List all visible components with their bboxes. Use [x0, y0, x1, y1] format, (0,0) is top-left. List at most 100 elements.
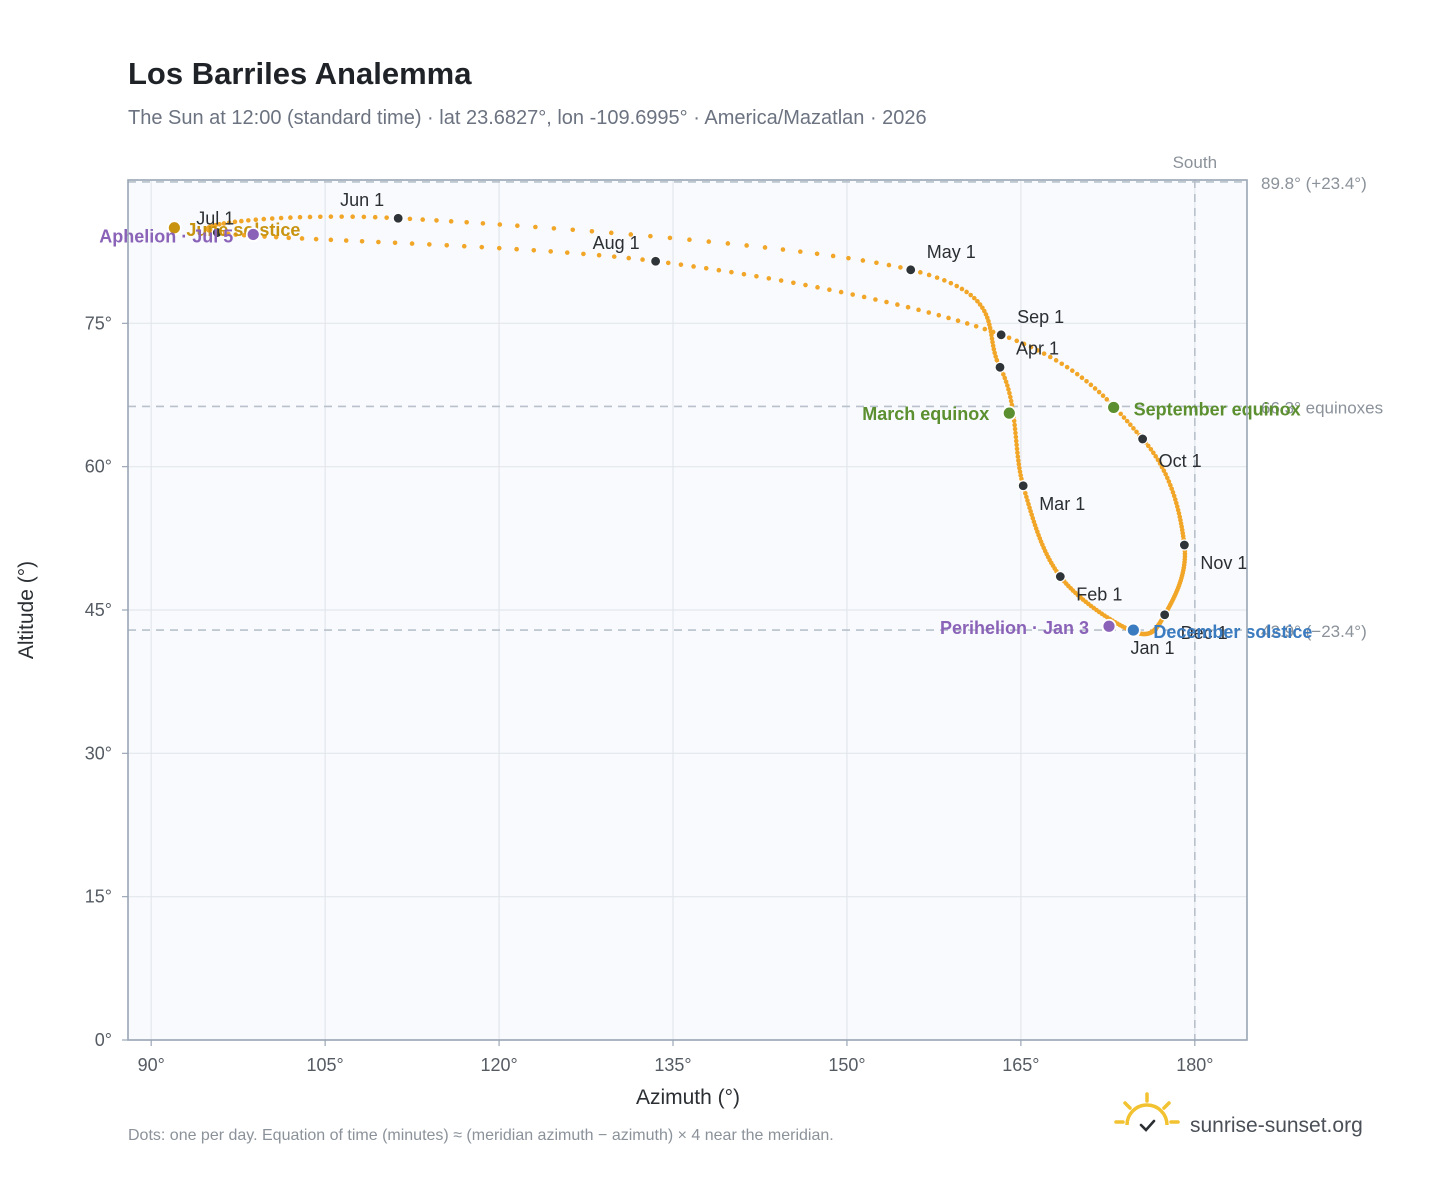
day-dot: [1121, 415, 1127, 420]
day-dot: [328, 237, 334, 243]
x-tick-label: 90°: [138, 1055, 165, 1075]
month-marker: [1017, 480, 1029, 492]
south-label: South: [1173, 153, 1217, 172]
day-dot: [1029, 512, 1035, 518]
event-label: June solstice: [186, 220, 300, 240]
day-dot: [716, 267, 722, 273]
day-dot: [990, 339, 995, 345]
x-tick-label: 120°: [480, 1055, 517, 1075]
reference-line-label: 89.8° (+23.4°): [1261, 174, 1367, 193]
day-dot: [946, 315, 951, 321]
day-dot: [1159, 464, 1165, 470]
event-marker: [1106, 400, 1122, 415]
day-dot: [596, 252, 602, 258]
day-dot: [830, 253, 836, 259]
day-dot: [1151, 450, 1156, 456]
day-dot: [990, 343, 996, 349]
day-dot: [1104, 397, 1110, 402]
day-dot: [754, 273, 759, 279]
day-dot: [1169, 486, 1174, 492]
x-axis-ticks: 90° 105° 120° 135° 150° 165° 180°: [138, 1040, 1213, 1075]
month-label: Apr 1: [1016, 338, 1059, 358]
day-dot: [225, 231, 231, 237]
day-dot: [1014, 442, 1019, 448]
x-tick-label: 150°: [828, 1055, 865, 1075]
month-marker: [905, 264, 917, 276]
event-marker: [1101, 618, 1117, 634]
day-dot: [1011, 418, 1017, 424]
reference-line-label: 42.9° (−23.4°): [1261, 622, 1367, 641]
chart-title: Los Barriles Analemma: [128, 56, 472, 91]
day-dot: [678, 262, 684, 267]
day-dot: [850, 292, 856, 297]
day-dot: [1021, 341, 1027, 347]
day-dot: [1166, 479, 1172, 484]
x-tick-label: 180°: [1176, 1055, 1213, 1075]
day-dot: [376, 239, 381, 245]
day-dot: [297, 214, 303, 220]
month-label: Jul 1: [196, 209, 234, 229]
day-dot: [838, 289, 844, 295]
day-dot: [434, 218, 439, 223]
day-dot: [551, 226, 557, 231]
day-dot: [226, 220, 232, 225]
day-dot: [886, 262, 892, 268]
day-dot: [241, 232, 247, 238]
day-dot: [1005, 383, 1010, 388]
day-dot: [861, 294, 867, 300]
day-dot: [608, 230, 614, 236]
day-dot: [461, 243, 467, 249]
event-marker: [1001, 405, 1017, 421]
day-dot: [1163, 472, 1168, 477]
day-dot: [744, 243, 749, 248]
day-dot: [766, 276, 772, 281]
day-dot: [916, 307, 921, 313]
day-dot: [1006, 387, 1011, 392]
day-dot: [372, 214, 378, 220]
day-dot: [703, 265, 709, 271]
day-dot: [514, 246, 519, 252]
event-label: September equinox: [1134, 399, 1301, 419]
day-dot: [392, 240, 398, 246]
day-dot: [531, 247, 537, 253]
day-dot: [1025, 498, 1030, 503]
chart-subtitle: The Sun at 12:00 (standard time) · lat 2…: [128, 107, 927, 129]
day-dot: [1118, 411, 1124, 417]
day-dot: [1013, 430, 1018, 436]
day-dot: [1157, 461, 1163, 466]
day-dot: [1172, 497, 1178, 502]
day-dot: [1015, 454, 1021, 459]
day-dot: [1168, 482, 1173, 488]
day-dot: [1012, 422, 1017, 428]
day-dot: [581, 251, 586, 257]
day-dot: [975, 298, 980, 304]
month-marker: [994, 361, 1006, 373]
y-tick-label: 0°: [95, 1030, 112, 1050]
day-dot: [1013, 438, 1019, 444]
day-dot: [570, 227, 576, 233]
event-marker: [245, 227, 261, 242]
day-dot: [361, 214, 367, 220]
day-dot: [533, 224, 538, 230]
day-dot: [1017, 465, 1022, 471]
day-dot: [611, 254, 617, 259]
day-dot: [1015, 450, 1020, 456]
y-axis-ticks: 0° 15° 30° 45° 60° 75°: [85, 313, 128, 1050]
day-dot: [328, 214, 334, 219]
day-dot: [1008, 394, 1013, 400]
month-marker: [995, 329, 1007, 341]
day-dot: [1053, 358, 1059, 363]
day-dot: [1064, 364, 1070, 370]
day-dot: [1170, 490, 1176, 495]
day-dot: [942, 278, 947, 283]
day-dot: [729, 269, 734, 275]
day-dot: [687, 237, 692, 243]
day-dot: [515, 223, 520, 229]
day-dot: [253, 217, 259, 223]
day-dot: [993, 354, 998, 359]
day-dot: [278, 215, 284, 221]
day-dot: [1059, 361, 1065, 367]
month-label: Jun 1: [340, 190, 384, 210]
day-dot: [905, 304, 911, 310]
